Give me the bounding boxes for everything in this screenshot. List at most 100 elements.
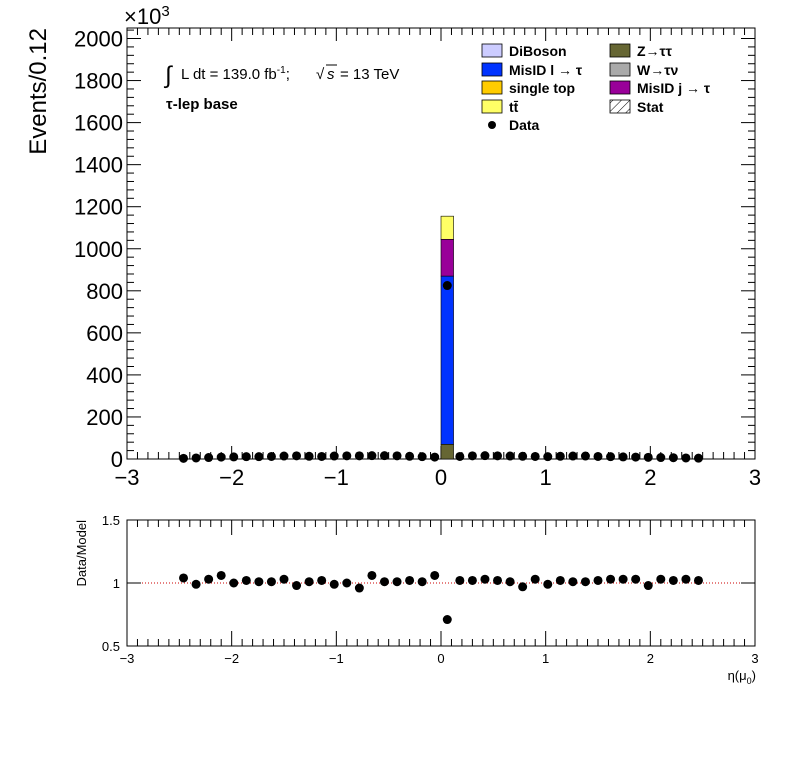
svg-text:√: √ <box>316 66 325 83</box>
data-point <box>317 451 327 461</box>
legend-label: Stat <box>637 99 664 115</box>
data-point <box>266 451 276 461</box>
ratio-point <box>455 575 465 585</box>
data-point <box>493 451 503 461</box>
data-point <box>618 452 628 462</box>
luminosity-label: ∫ L dt = 139.0 fb-1; √ s = 13 TeV <box>163 62 399 89</box>
main-x-tick-label: 1 <box>540 465 552 490</box>
ratio-point <box>204 574 214 584</box>
main-x-tick-label: −2 <box>219 465 244 490</box>
ratio-point <box>254 577 264 587</box>
data-point <box>329 451 339 461</box>
main-y-tick-label: 1800 <box>74 69 123 94</box>
ratio-x-tick-label: 2 <box>647 651 654 666</box>
data-point <box>681 453 691 463</box>
main-y-tick-label: 1600 <box>74 111 123 136</box>
data-point <box>430 452 440 462</box>
legend-label: single top <box>509 80 575 96</box>
main-y-axis-label: Events/0.12 <box>25 28 52 155</box>
ratio-point <box>555 575 565 585</box>
stacked-bar-segment <box>440 215 454 240</box>
ratio-x-axis-label: η(μ0) <box>728 668 756 686</box>
data-point <box>442 281 452 291</box>
data-point <box>530 451 540 461</box>
ratio-point <box>379 577 389 587</box>
data-point <box>467 451 477 461</box>
legend-swatch <box>609 43 631 58</box>
legend-swatch-hatch <box>609 99 631 114</box>
legend-label: Data <box>509 117 540 133</box>
ratio-point <box>580 577 590 587</box>
ratio-point <box>530 574 540 584</box>
svg-text:s: s <box>327 66 335 83</box>
legend-swatch <box>481 43 503 58</box>
ratio-x-tick-label: −1 <box>329 651 344 666</box>
region-label: τ-lep base <box>166 96 238 113</box>
legend-label: MisID j → τ <box>637 80 711 96</box>
ratio-y-tick-label: 0.5 <box>102 639 120 654</box>
ratio-y-axis: 0.5 1 1.5 <box>102 513 755 654</box>
ratio-point <box>329 579 339 589</box>
ratio-point <box>405 575 415 585</box>
legend-marker <box>488 121 496 129</box>
data-point <box>543 452 553 462</box>
data-point <box>593 451 603 461</box>
ratio-point <box>693 575 703 585</box>
legend: DiBoson Z→ττ MisID l → τ W→τν single top MisI… <box>481 43 711 133</box>
data-point <box>555 451 565 461</box>
data-point <box>405 451 415 461</box>
ratio-point <box>430 570 440 580</box>
ratio-point <box>606 574 616 584</box>
ratio-point <box>467 575 477 585</box>
legend-swatch <box>481 62 503 77</box>
data-point <box>668 453 678 463</box>
svg-text:∫: ∫ <box>163 62 173 89</box>
main-y-tick-label: 400 <box>86 363 123 388</box>
ratio-point <box>279 574 289 584</box>
main-y-tick-label: 1400 <box>74 153 123 178</box>
ratio-point <box>681 574 691 584</box>
ratio-point <box>643 581 653 591</box>
ratio-x-axis: −3 −2 −1 0 1 2 3 <box>120 520 759 666</box>
stacked-bar-segment <box>440 275 454 445</box>
ratio-point <box>618 574 628 584</box>
main-x-tick-label: 3 <box>749 465 761 490</box>
data-point <box>292 451 302 461</box>
data-point <box>354 451 364 461</box>
ratio-point <box>668 575 678 585</box>
main-y-axis: 0 200 400 600 800 1000 1200 1400 1600 1800 2000 <box>74 27 755 472</box>
ratio-point <box>179 573 189 583</box>
main-x-tick-label: −1 <box>324 465 349 490</box>
ratio-point <box>417 577 427 587</box>
legend-label: DiBoson <box>509 43 567 59</box>
ratio-point <box>342 578 352 588</box>
ratio-x-tick-label: 0 <box>437 651 444 666</box>
data-point <box>568 451 578 461</box>
data-point <box>392 451 402 461</box>
main-x-tick-label: −3 <box>114 465 139 490</box>
ratio-point <box>480 574 490 584</box>
ratio-point <box>631 574 641 584</box>
ratio-point <box>317 575 327 585</box>
main-y-tick-label: 2000 <box>74 27 123 52</box>
ratio-plot-panel: 0.5 1 1.5 −3 −2 −1 0 1 2 3 Data/Model η(μ0) <box>74 513 759 686</box>
main-y-tick-label: 800 <box>86 279 123 304</box>
data-point <box>518 451 528 461</box>
stacked-bar-segment <box>440 238 454 277</box>
legend-label: tt̄ <box>509 99 519 115</box>
ratio-point <box>191 579 201 589</box>
legend-label: W→τν <box>637 62 678 78</box>
legend-swatch <box>609 80 631 95</box>
ratio-point <box>229 578 239 588</box>
ratio-x-tick-label: 1 <box>542 651 549 666</box>
data-point <box>643 452 653 462</box>
svg-text:= 13 TeV: = 13 TeV <box>340 66 399 83</box>
ratio-y-tick-label: 1.5 <box>102 513 120 528</box>
ratio-point <box>392 577 402 587</box>
ratio-x-tick-label: 3 <box>751 651 758 666</box>
ratio-points <box>179 570 703 625</box>
data-point <box>367 451 377 461</box>
data-point <box>480 451 490 461</box>
ratio-point <box>442 615 452 625</box>
